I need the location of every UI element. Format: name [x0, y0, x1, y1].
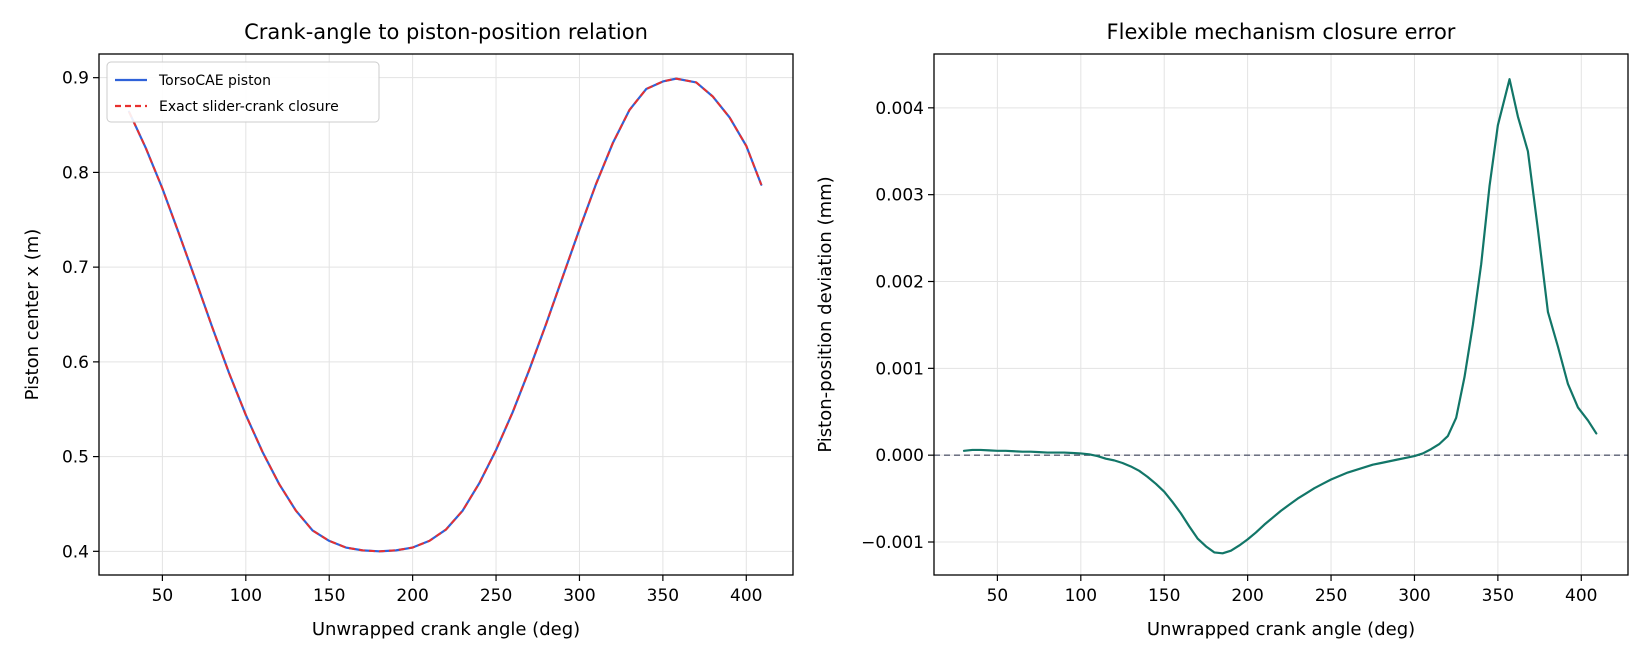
x-tick-label: 200: [1231, 586, 1263, 606]
x-tick-label: 300: [563, 586, 595, 606]
y-tick-label: 0.6: [62, 353, 89, 373]
series-line-1: [127, 77, 763, 553]
axes-frame: [933, 53, 1629, 576]
x-tick-label: 50: [987, 586, 1009, 606]
axes-frame: [98, 53, 794, 576]
y-tick-label: 0.003: [875, 186, 924, 206]
x-tick-label: 150: [1148, 586, 1180, 606]
x-tick-label: 200: [396, 586, 428, 606]
y-tick-label: −0.001: [861, 533, 924, 553]
series-line-1: [962, 78, 1598, 555]
x-axis-label: Unwrapped crank angle (deg): [312, 619, 580, 640]
chart-left: 50 100 150 200 250 300 350 400 0.4 0.5 0.6 0.7 0.8 0.…: [22, 20, 794, 640]
chart-title: Flexible mechanism closure error: [1107, 20, 1456, 44]
y-axis-label: Piston-position deviation (mm): [815, 176, 836, 452]
y-tick-label: 0.8: [62, 163, 89, 183]
x-tick-label: 150: [313, 586, 345, 606]
x-tick-label: 350: [647, 586, 679, 606]
x-tick-label: 400: [1565, 586, 1597, 606]
x-tick-label: 350: [1482, 586, 1514, 606]
y-tick-label: 0.7: [62, 258, 89, 278]
y-tick-label: 0.5: [62, 448, 89, 468]
x-tick-label: 300: [1398, 586, 1430, 606]
legend-entry: TorsoCAE piston: [158, 73, 271, 89]
y-tick-label: 0.002: [875, 273, 924, 293]
x-tick-label: 250: [480, 586, 512, 606]
y-tick-label: 0.001: [875, 359, 924, 379]
y-tick-label: 0.000: [875, 446, 924, 466]
x-tick-label: 250: [1315, 586, 1347, 606]
x-tick-label: 100: [230, 586, 262, 606]
legend-entry: Exact slider-crank closure: [159, 99, 339, 115]
x-axis-label: Unwrapped crank angle (deg): [1147, 619, 1415, 640]
x-tick-label: 400: [730, 586, 762, 606]
legend: TorsoCAE piston Exact slider-crank closur…: [106, 61, 380, 123]
y-tick-label: 0.004: [875, 99, 924, 119]
y-tick-label: 0.9: [62, 69, 89, 89]
chart-right: 50 100 150 200 250 300 350 400 −0.001 0.000 0.001 0…: [815, 20, 1629, 640]
x-tick-label: 100: [1065, 586, 1097, 606]
legend-box: [106, 61, 380, 123]
chart-title: Crank-angle to piston-position relation: [244, 20, 648, 44]
series-line-2: [128, 77, 763, 553]
y-tick-label: 0.4: [62, 542, 89, 562]
y-axis-label: Piston center x (m): [22, 229, 43, 401]
x-tick-label: 50: [152, 586, 174, 606]
